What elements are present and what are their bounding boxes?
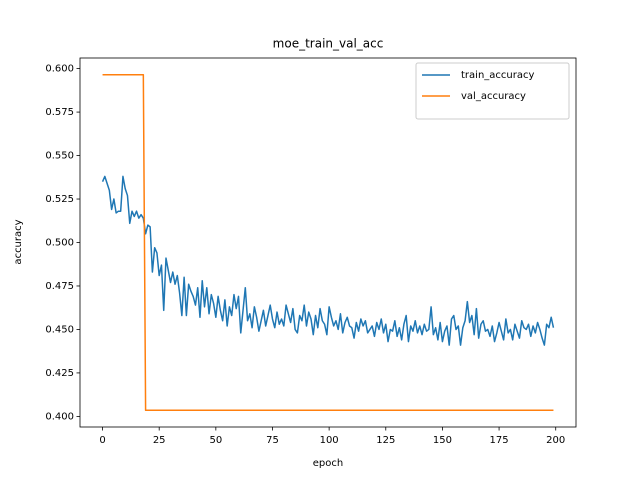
legend-box	[415, 62, 570, 120]
y-axis-label: accuracy	[13, 219, 24, 264]
x-tick-label: 175	[490, 435, 509, 446]
y-tick-label: 0.550	[45, 151, 74, 162]
y-tick-label: 0.425	[45, 368, 74, 379]
x-tick-label: 100	[320, 435, 339, 446]
x-tick-label: 75	[266, 435, 279, 446]
line-series	[101, 175, 555, 346]
y-tick-label: 0.475	[45, 281, 74, 292]
y-tick-label: 0.600	[45, 64, 74, 75]
legend-label: train_accuracy	[461, 70, 534, 81]
x-tick-label: 50	[209, 435, 222, 446]
y-tick-label: 0.400	[45, 411, 74, 422]
y-tick-label: 0.525	[45, 194, 74, 205]
y-tick-label: 0.575	[45, 107, 74, 118]
x-tick-label: 150	[433, 435, 452, 446]
x-tick-label: 125	[376, 435, 395, 446]
chart-title: moe_train_val_acc	[273, 37, 384, 51]
x-tick-label: 25	[153, 435, 166, 446]
x-tick-label: 200	[546, 435, 565, 446]
legend-label: val_accuracy	[461, 91, 526, 102]
y-tick-label: 0.500	[45, 238, 74, 249]
plot-frame	[79, 57, 577, 428]
line-series	[102, 73, 554, 412]
x-axis-label: epoch	[313, 458, 343, 469]
x-tick-label: 0	[99, 435, 105, 446]
y-tick-label: 0.450	[45, 324, 74, 335]
